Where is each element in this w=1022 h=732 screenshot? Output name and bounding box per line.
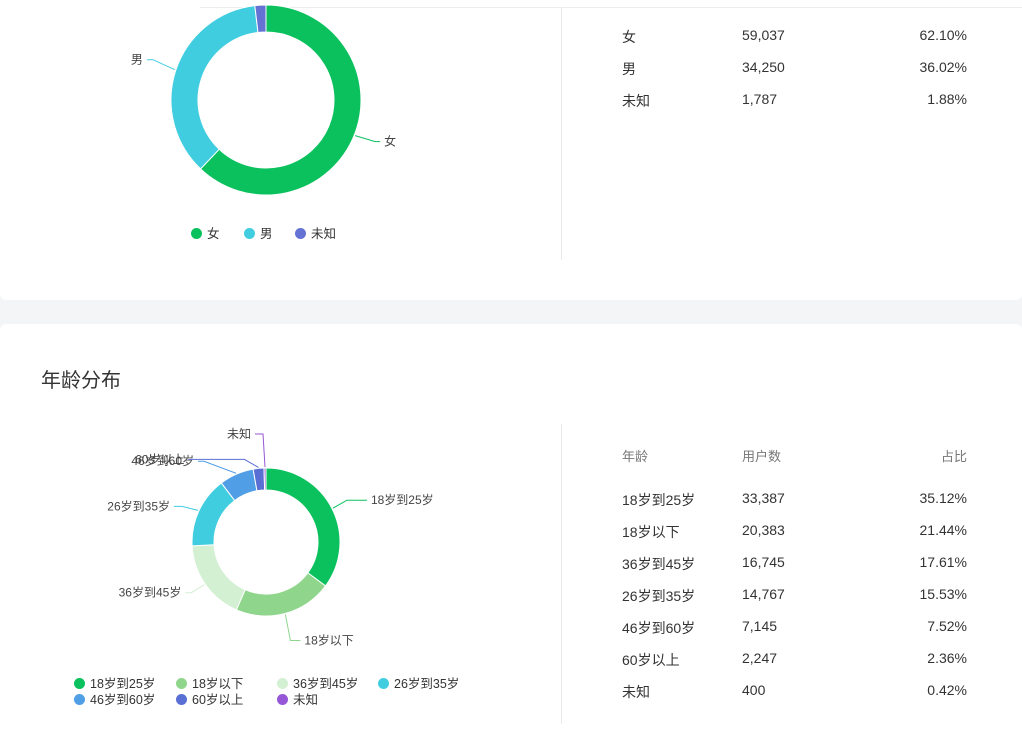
legend-item[interactable]: 未知 bbox=[295, 223, 336, 242]
table-cell-label: 26岁到35岁 bbox=[622, 588, 696, 604]
table-cell-pct: 62.10% bbox=[919, 27, 967, 43]
legend-item[interactable]: 男 bbox=[244, 223, 273, 242]
legend-dot-icon bbox=[277, 678, 288, 689]
table-cell-label: 女 bbox=[622, 29, 636, 45]
table-cell-pct: 7.52% bbox=[927, 618, 967, 634]
legend-dot-icon bbox=[176, 678, 187, 689]
donut-slice[interactable] bbox=[170, 5, 259, 170]
label-leader-line bbox=[198, 460, 237, 474]
column-divider bbox=[561, 424, 562, 724]
table-cell-pct: 0.42% bbox=[927, 682, 967, 698]
table-cell-pct: 1.88% bbox=[927, 91, 967, 107]
donut-slice[interactable] bbox=[263, 467, 267, 491]
table-header-users: 用户数 bbox=[742, 449, 782, 464]
label-leader-line bbox=[174, 505, 199, 511]
legend-item[interactable]: 36岁到45岁 bbox=[277, 673, 358, 692]
label-leader-line bbox=[332, 499, 367, 509]
table-cell-count: 59,037 bbox=[742, 27, 785, 43]
donut-slice[interactable] bbox=[254, 4, 267, 34]
legend-dot-icon bbox=[176, 694, 187, 705]
legend-label: 18岁到25岁 bbox=[90, 677, 156, 691]
table-cell-label: 未知 bbox=[622, 93, 650, 109]
legend-dot-icon bbox=[191, 228, 202, 239]
legend-dot-icon bbox=[277, 694, 288, 705]
label-leader-line bbox=[188, 458, 259, 468]
table-cell-count: 14,767 bbox=[742, 586, 785, 602]
legend-label: 女 bbox=[207, 227, 220, 241]
legend-label: 男 bbox=[260, 227, 273, 241]
legend-dot-icon bbox=[74, 678, 85, 689]
label-leader-line bbox=[284, 614, 301, 641]
slice-label: 18岁到25岁 bbox=[371, 492, 434, 507]
table-header-age: 年龄 bbox=[622, 449, 649, 464]
table-cell-count: 16,745 bbox=[742, 554, 785, 570]
table-cell-pct: 36.02% bbox=[919, 59, 967, 75]
card-top-border bbox=[200, 7, 1022, 8]
label-leader-line bbox=[355, 135, 381, 143]
legend-label: 60岁以上 bbox=[192, 693, 244, 707]
legend-item[interactable]: 26岁到35岁 bbox=[378, 673, 459, 692]
table-cell-label: 36岁到45岁 bbox=[622, 556, 696, 572]
legend-dot-icon bbox=[295, 228, 306, 239]
slice-label: 46岁到60岁 bbox=[131, 453, 194, 468]
legend-item[interactable]: 18岁到25岁 bbox=[74, 673, 155, 692]
age-card: 年龄分布 18岁到25岁 18岁以下 36岁到45岁 26岁到35岁 46岁到60岁 60… bbox=[0, 324, 1022, 732]
legend-label: 未知 bbox=[311, 227, 337, 241]
legend-label: 36岁到45岁 bbox=[293, 677, 359, 691]
donut-slice[interactable] bbox=[199, 4, 362, 196]
legend-label: 未知 bbox=[293, 693, 319, 707]
legend-dot-icon bbox=[378, 678, 389, 689]
gender-donut-chart: 女男 bbox=[131, 4, 396, 196]
table-cell-pct: 2.36% bbox=[927, 650, 967, 666]
legend-dot-icon bbox=[74, 694, 85, 705]
table-cell-count: 1,787 bbox=[742, 91, 778, 107]
table-cell-label: 18岁以下 bbox=[622, 524, 680, 540]
label-leader-line bbox=[255, 433, 266, 468]
gender-card: 女男 女 男 未知 女 59,037 62.10% 男 34,250 36.02… bbox=[0, 0, 1022, 300]
table-cell-label: 未知 bbox=[622, 684, 650, 700]
column-divider bbox=[561, 8, 562, 260]
legend-item[interactable]: 女 bbox=[191, 223, 220, 242]
slice-label: 36岁到45岁 bbox=[119, 585, 182, 600]
table-cell-count: 33,387 bbox=[742, 490, 785, 506]
table-cell-count: 7,145 bbox=[742, 618, 778, 634]
legend-item[interactable]: 18岁以下 bbox=[176, 673, 243, 692]
donut-slice[interactable] bbox=[265, 467, 341, 587]
table-cell-label: 18岁到25岁 bbox=[622, 492, 696, 508]
legend-item[interactable]: 46岁到60岁 bbox=[74, 689, 155, 708]
donut-slice[interactable] bbox=[235, 572, 327, 617]
label-leader-line bbox=[185, 584, 205, 594]
table-cell-pct: 35.12% bbox=[919, 490, 967, 506]
table-cell-label: 60岁以上 bbox=[622, 652, 680, 668]
slice-label: 26岁到35岁 bbox=[107, 498, 170, 513]
table-cell-label: 男 bbox=[622, 61, 636, 77]
slice-label: 男 bbox=[131, 53, 143, 67]
table-cell-count: 400 bbox=[742, 682, 766, 698]
donut-slice[interactable] bbox=[191, 544, 246, 611]
table-cell-label: 46岁到60岁 bbox=[622, 620, 696, 636]
label-leader-line bbox=[146, 59, 176, 71]
legend-item[interactable]: 60岁以上 bbox=[176, 689, 243, 708]
table-header-ratio: 占比 bbox=[940, 449, 967, 464]
legend-label: 26岁到35岁 bbox=[394, 677, 460, 691]
table-cell-pct: 17.61% bbox=[919, 554, 967, 570]
slice-label: 18岁以下 bbox=[304, 632, 353, 647]
slice-label: 未知 bbox=[227, 427, 251, 441]
table-cell-pct: 21.44% bbox=[919, 522, 967, 538]
table-cell-count: 2,247 bbox=[742, 650, 778, 666]
table-cell-count: 20,383 bbox=[742, 522, 785, 538]
section-title: 年龄分布 bbox=[41, 370, 121, 392]
legend-label: 18岁以下 bbox=[192, 677, 244, 691]
legend-label: 46岁到60岁 bbox=[90, 693, 156, 707]
slice-label: 女 bbox=[384, 134, 396, 149]
table-cell-pct: 15.53% bbox=[919, 586, 967, 602]
slice-label: 60岁以上 bbox=[135, 451, 184, 466]
table-cell-count: 34,250 bbox=[742, 59, 785, 75]
legend-dot-icon bbox=[244, 228, 255, 239]
legend-item[interactable]: 未知 bbox=[277, 689, 318, 708]
